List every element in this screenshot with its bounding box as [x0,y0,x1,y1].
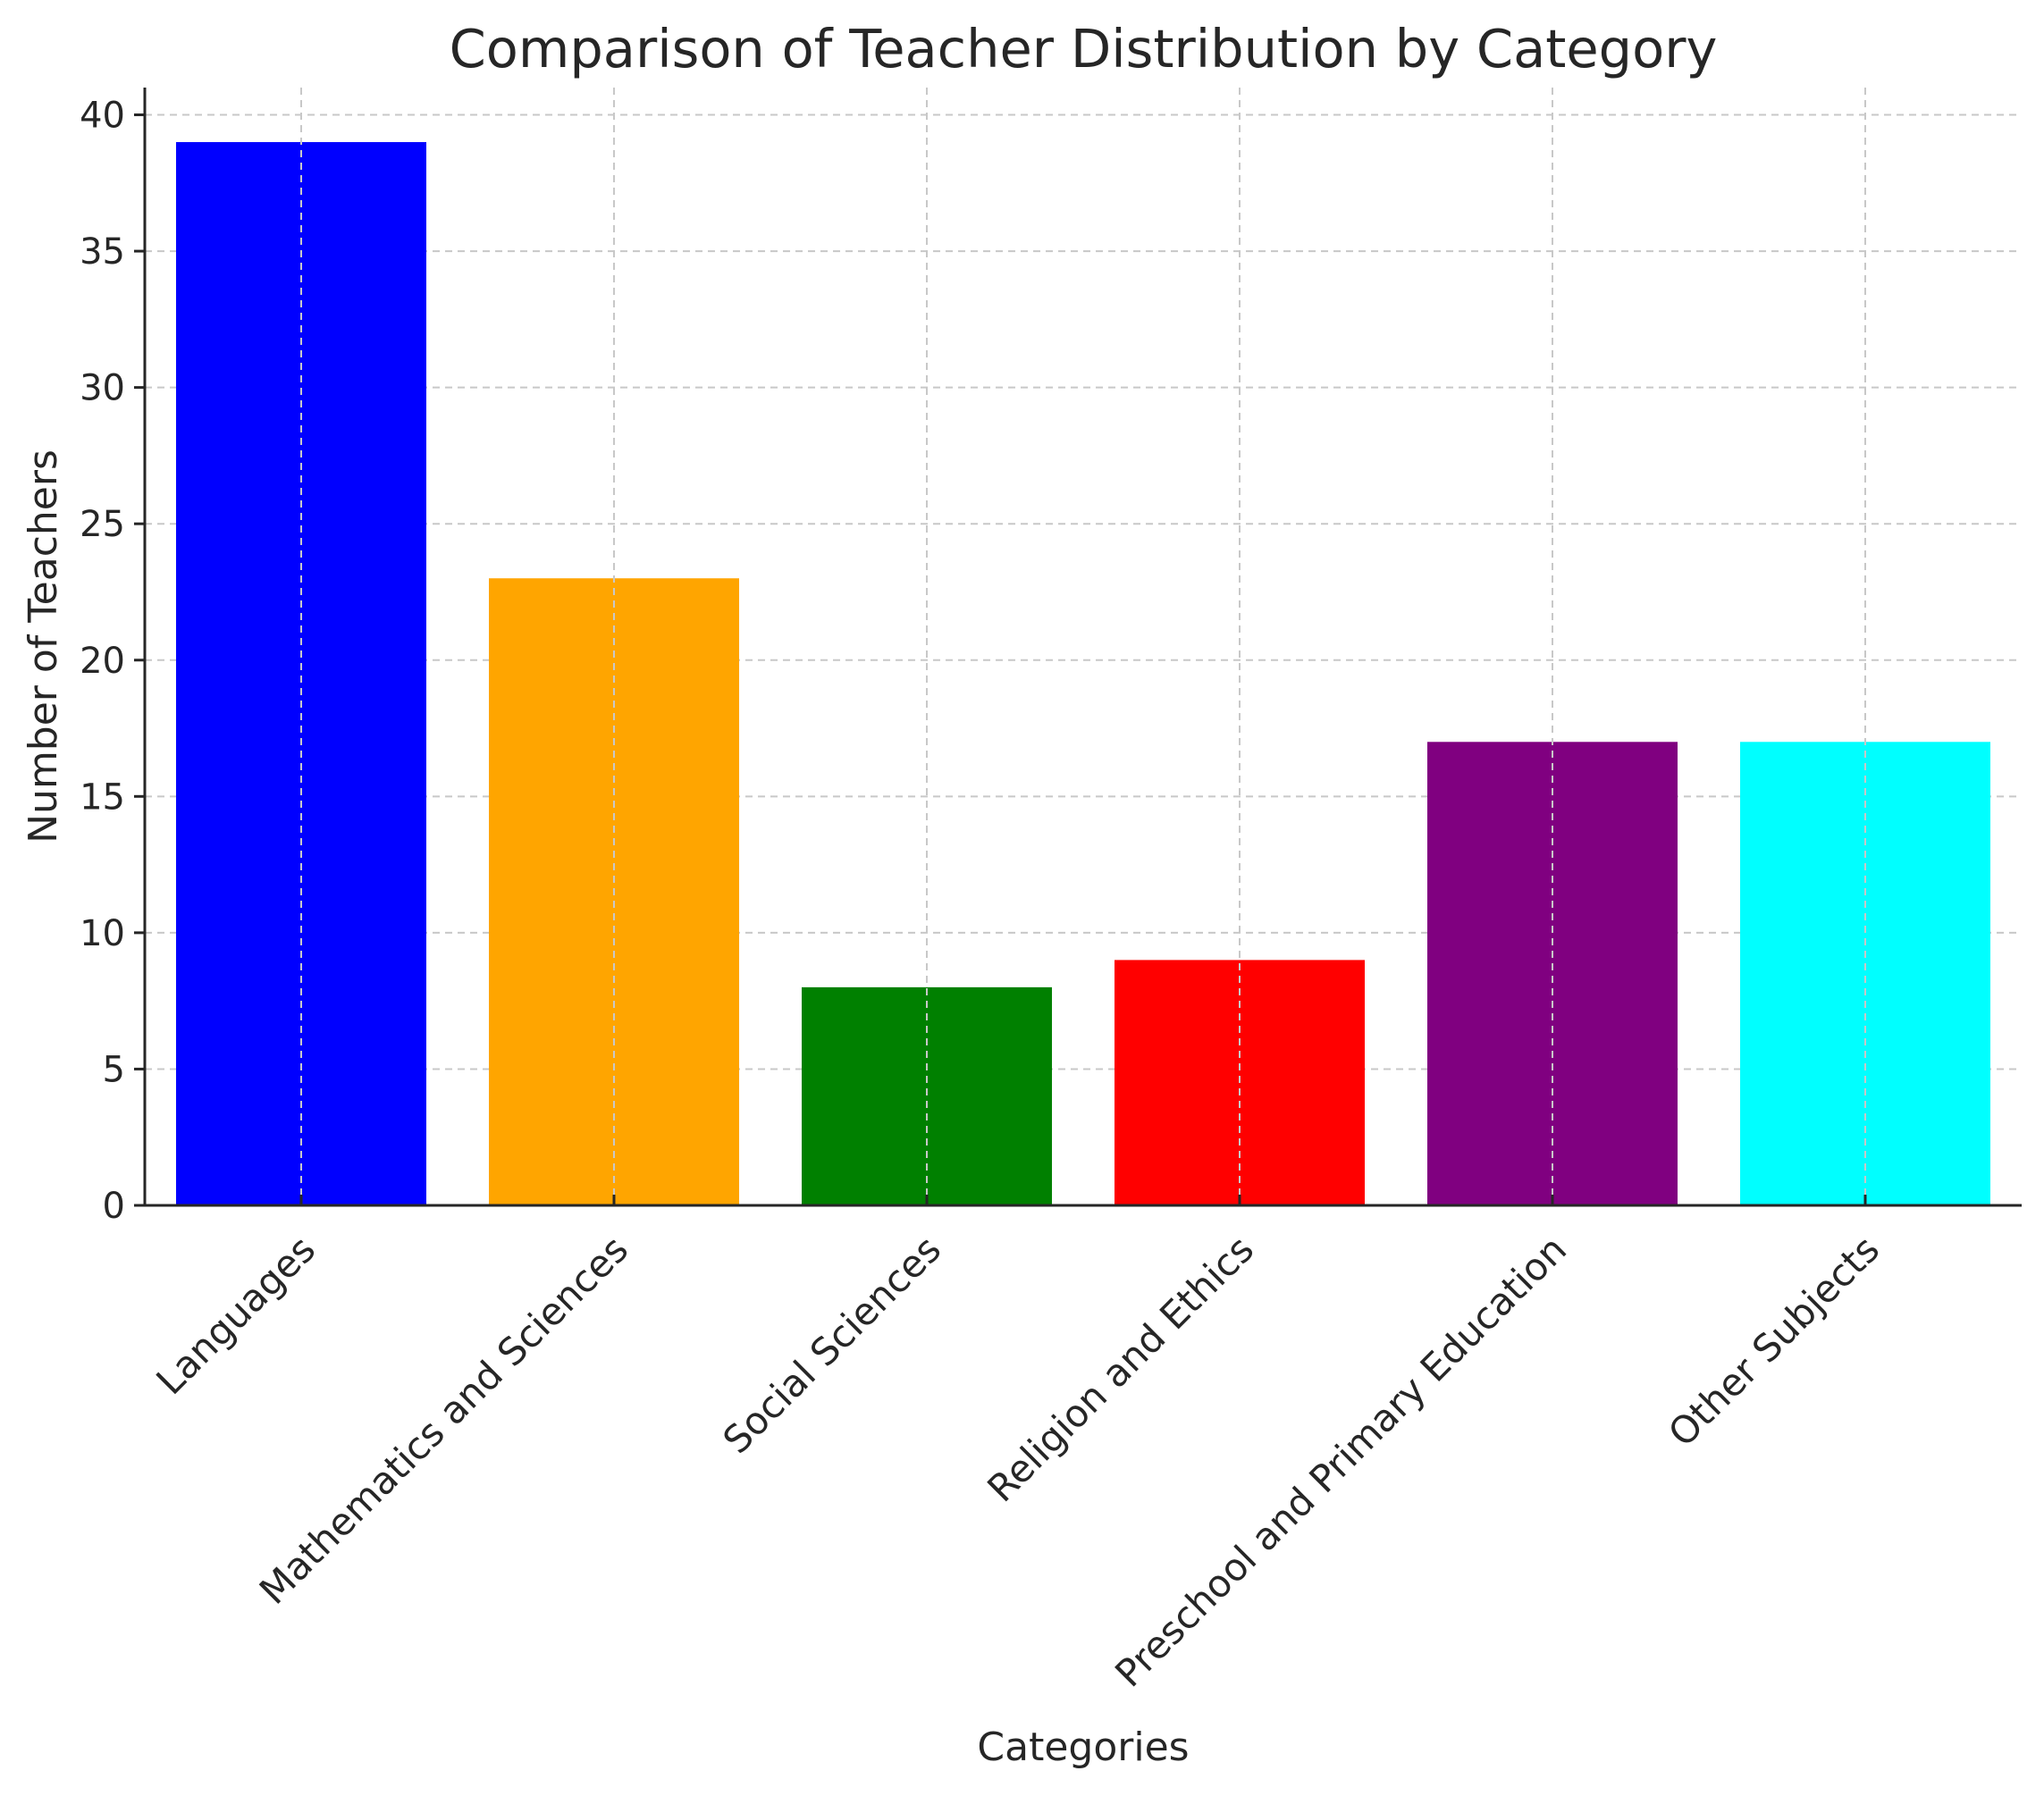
axes-layer [143,88,2022,1207]
bar-preschool-and-primary-education [1427,742,1678,1205]
bars-layer [176,142,1990,1205]
grid-layer [145,113,2022,1206]
y-tick-label: 25 [80,504,125,545]
y-tick-label: 0 [103,1186,125,1227]
y-tick-label: 5 [103,1049,125,1090]
x-tick-label: Social Sciences [714,1227,949,1462]
y-tick-label: 10 [80,913,125,954]
bar-other-subjects [1740,742,1990,1205]
y-ticks: 0 5 10 15 20 25 30 35 40 [80,96,145,1227]
x-tick-label: Other Subjects [1660,1227,1888,1455]
y-tick-label: 40 [80,96,125,137]
y-tick-label: 35 [80,231,125,273]
x-tick-label: Languages [147,1227,324,1403]
chart-title: Comparison of Teacher Distribution by Ca… [450,18,1718,80]
x-tick-label: Mathematics and Sciences [251,1227,636,1612]
x-tick-label: Religion and Ethics [979,1227,1262,1510]
y-tick-label: 30 [80,368,125,409]
y-tick-label: 15 [80,776,125,818]
y-axis-title: Number of Teachers [21,449,66,843]
y-tick-label: 20 [80,641,125,682]
x-axis-title: Categories [977,1725,1189,1770]
